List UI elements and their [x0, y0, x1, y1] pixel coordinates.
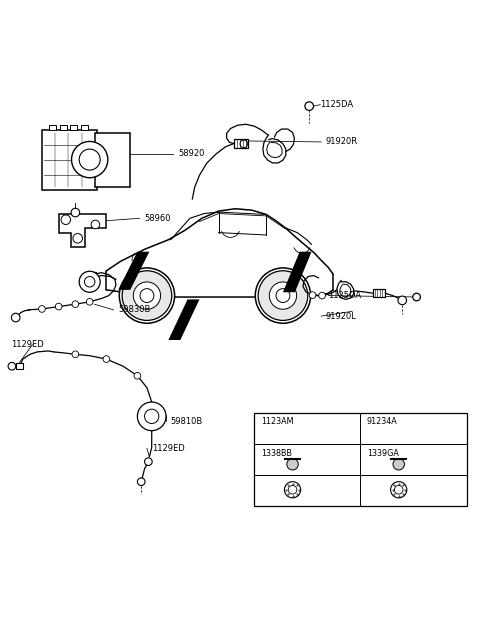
Circle shape	[413, 293, 420, 301]
Polygon shape	[59, 213, 107, 247]
Polygon shape	[86, 272, 96, 286]
Circle shape	[61, 215, 71, 224]
Circle shape	[276, 289, 290, 303]
Bar	[234, 139, 248, 148]
Circle shape	[144, 458, 152, 466]
Circle shape	[72, 141, 108, 178]
Circle shape	[288, 485, 297, 494]
Circle shape	[79, 149, 100, 170]
Circle shape	[119, 268, 175, 323]
Circle shape	[255, 268, 311, 323]
Bar	[42, 130, 96, 190]
Circle shape	[73, 234, 83, 243]
Circle shape	[72, 301, 79, 308]
Bar	[95, 133, 130, 187]
Circle shape	[86, 299, 93, 305]
Bar	[81, 125, 88, 130]
Circle shape	[258, 271, 308, 320]
Polygon shape	[118, 252, 149, 290]
Text: 58920: 58920	[178, 149, 204, 159]
Polygon shape	[168, 299, 199, 340]
Text: 59830B: 59830B	[118, 305, 151, 315]
Text: 1123AM: 1123AM	[261, 417, 293, 426]
Text: 1129ED: 1129ED	[152, 444, 184, 453]
Circle shape	[393, 459, 405, 470]
Circle shape	[91, 220, 100, 229]
Text: 59810B: 59810B	[171, 417, 203, 426]
Bar	[254, 413, 467, 506]
Circle shape	[287, 459, 298, 470]
Text: 91234A: 91234A	[367, 417, 397, 426]
Circle shape	[269, 282, 297, 309]
Bar	[16, 363, 24, 369]
Text: 1125DA: 1125DA	[320, 100, 353, 109]
Text: 1339GA: 1339GA	[367, 449, 399, 458]
Circle shape	[140, 289, 154, 303]
Text: 1125DA: 1125DA	[328, 291, 361, 300]
Circle shape	[72, 351, 79, 357]
Text: 58960: 58960	[144, 214, 171, 223]
Text: 91920L: 91920L	[326, 311, 357, 320]
Circle shape	[144, 409, 159, 424]
Circle shape	[395, 485, 403, 494]
Circle shape	[398, 296, 407, 304]
Circle shape	[137, 478, 145, 485]
Text: 1338BB: 1338BB	[261, 449, 292, 458]
Circle shape	[38, 306, 45, 312]
Circle shape	[55, 303, 62, 310]
Circle shape	[122, 271, 172, 320]
Circle shape	[305, 102, 313, 110]
Circle shape	[103, 355, 110, 362]
Circle shape	[319, 292, 325, 299]
Polygon shape	[283, 252, 312, 292]
Circle shape	[134, 373, 141, 379]
Circle shape	[79, 271, 100, 292]
Circle shape	[84, 276, 95, 287]
Circle shape	[309, 292, 316, 299]
Circle shape	[240, 140, 248, 148]
Circle shape	[12, 313, 20, 322]
Bar	[70, 125, 77, 130]
Circle shape	[285, 482, 300, 498]
Circle shape	[71, 208, 80, 217]
Polygon shape	[107, 209, 333, 297]
Text: 1129ED: 1129ED	[11, 340, 44, 349]
Circle shape	[8, 362, 16, 370]
Circle shape	[391, 482, 407, 498]
Bar	[60, 125, 67, 130]
Bar	[49, 125, 56, 130]
Text: 91920R: 91920R	[326, 138, 358, 147]
Bar	[372, 289, 385, 297]
Circle shape	[133, 282, 161, 309]
Circle shape	[137, 402, 166, 431]
